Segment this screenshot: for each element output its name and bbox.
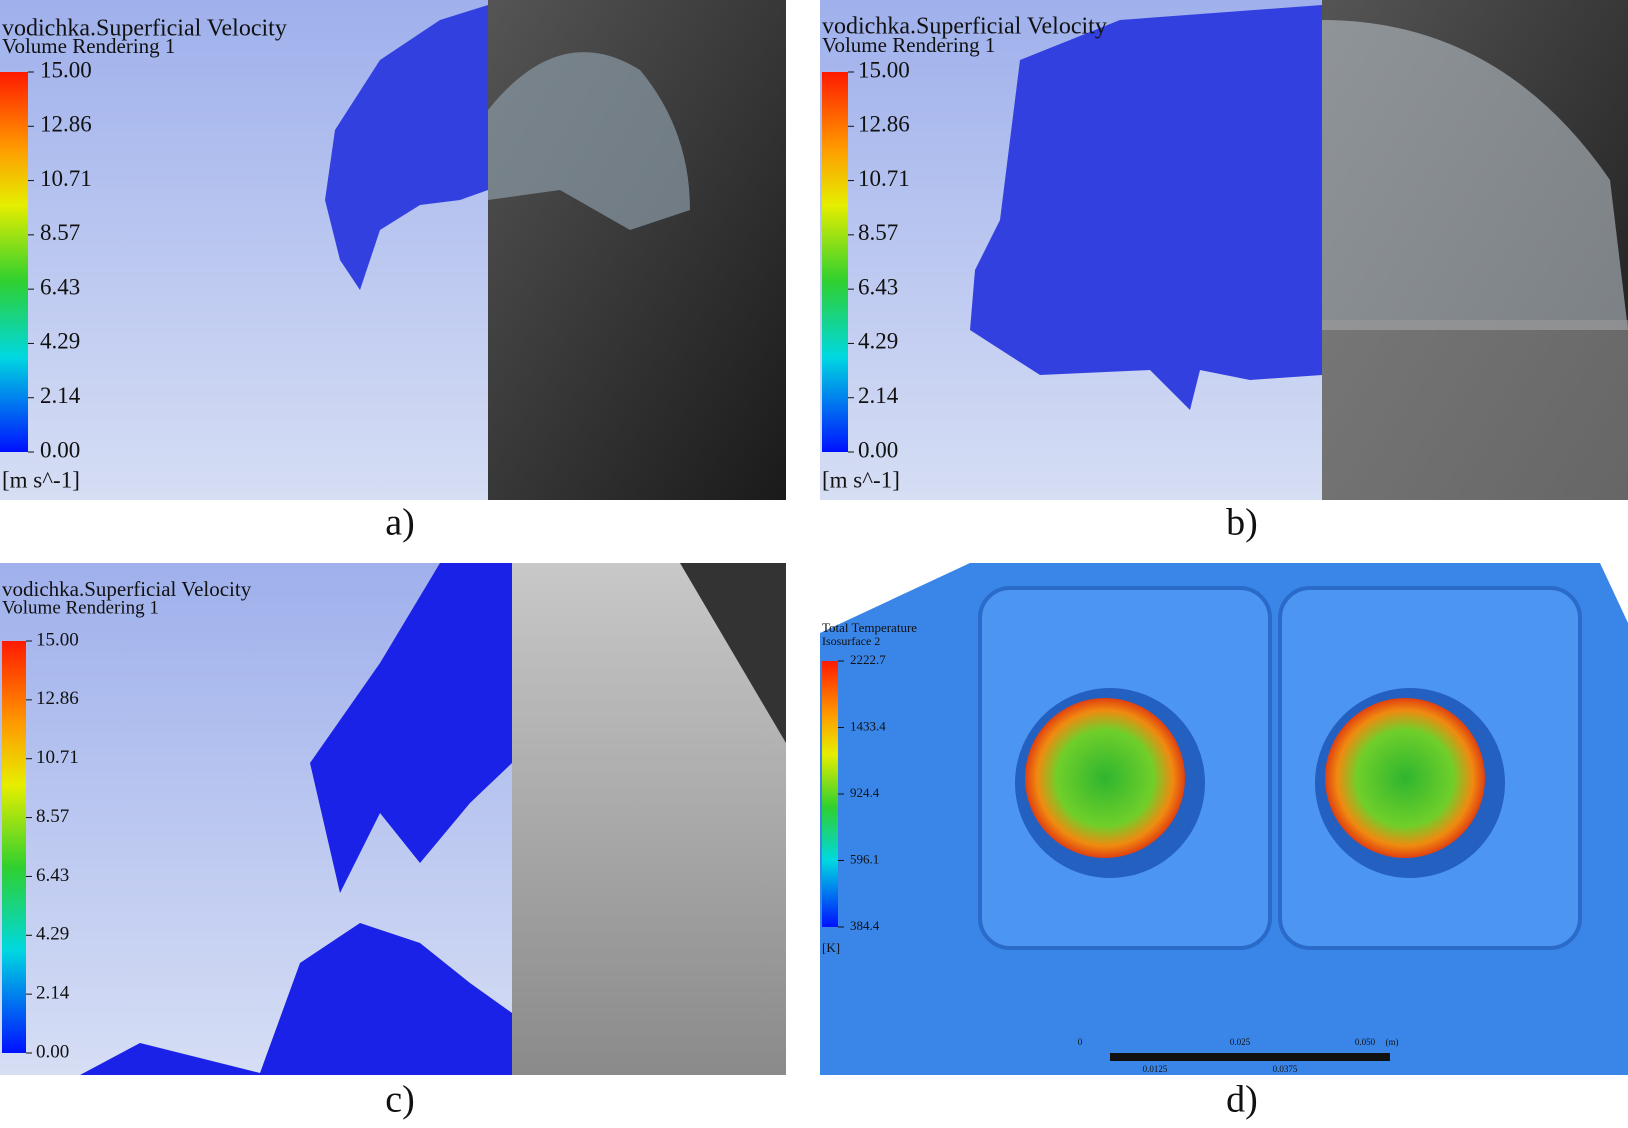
legend-title: vodichka.Superficial Velocity xyxy=(2,577,252,601)
legend-tick-label: 924.4 xyxy=(850,785,880,800)
legend-tick-label: 0.00 xyxy=(858,437,898,462)
legend-tick-label: 15.00 xyxy=(858,57,910,82)
scale-label: (m) xyxy=(1386,1037,1399,1047)
legend-tick-label: 2.14 xyxy=(858,383,899,408)
legend-tick-label: 6.43 xyxy=(36,865,69,886)
legend-tick-label: 4.29 xyxy=(858,329,898,354)
legend-subtitle: Volume Rendering 1 xyxy=(2,597,159,618)
caption: c) xyxy=(385,1079,415,1121)
caption: b) xyxy=(1226,502,1258,544)
legend-tick-label: 596.1 xyxy=(850,851,879,866)
legend-subtitle: Isosurface 2 xyxy=(822,634,880,648)
legend-tick-label: 2222.7 xyxy=(850,652,886,667)
legend-tick-label: 15.00 xyxy=(36,629,79,650)
legend-tick-label: 0.00 xyxy=(40,437,80,462)
legend-unit: [m s^-1] xyxy=(2,467,80,492)
legend-tick-label: 10.71 xyxy=(36,747,79,768)
legend-tick-label: 4.29 xyxy=(40,329,80,354)
legend-tick-label: 12.86 xyxy=(36,688,79,709)
legend-tick-label: 12.86 xyxy=(858,112,910,137)
legend-subtitle: Volume Rendering 1 xyxy=(822,33,995,57)
legend-tick-label: 15.00 xyxy=(40,57,92,82)
scale-label: 0.0375 xyxy=(1273,1064,1298,1074)
color-bar xyxy=(822,661,838,927)
legend-tick-label: 6.43 xyxy=(40,274,80,299)
scale-label: 0.050 xyxy=(1355,1037,1376,1047)
legend-tick-label: 12.86 xyxy=(40,112,92,137)
legend-tick-label: 10.71 xyxy=(40,166,92,191)
legend-unit: [K] xyxy=(822,940,840,955)
legend-title: vodichka.Superficial Velocity xyxy=(822,14,1107,40)
legend-tick-label: 6.43 xyxy=(858,274,898,299)
scale-label: 0 xyxy=(1078,1037,1083,1047)
color-bar xyxy=(0,72,28,452)
legend-tick-label: 384.4 xyxy=(850,918,880,933)
legend-title: vodichka.Superficial Velocity xyxy=(2,16,287,42)
legend-tick-label: 0.00 xyxy=(36,1041,69,1062)
legend-tick-label: 8.57 xyxy=(36,806,69,827)
caption: d) xyxy=(1226,1079,1258,1121)
scale-label: 0.0125 xyxy=(1143,1064,1168,1074)
scale-label: 0.025 xyxy=(1230,1037,1251,1047)
legend-tick-label: 8.57 xyxy=(858,220,898,245)
legend-tick-label: 2.14 xyxy=(40,383,81,408)
legend-tick-label: 10.71 xyxy=(858,166,910,191)
color-bar xyxy=(2,641,26,1053)
legend-unit: [m s^-1] xyxy=(822,467,900,492)
caption: a) xyxy=(385,502,415,544)
color-bar xyxy=(822,72,848,452)
legend-title: Total Temperature xyxy=(822,620,917,635)
legend-tick-label: 4.29 xyxy=(36,924,69,945)
legend-subtitle: Volume Rendering 1 xyxy=(2,34,175,58)
legend-tick-label: 8.57 xyxy=(40,220,80,245)
legend-tick-label: 1433.4 xyxy=(850,718,886,733)
legend-tick-label: 2.14 xyxy=(36,983,70,1004)
